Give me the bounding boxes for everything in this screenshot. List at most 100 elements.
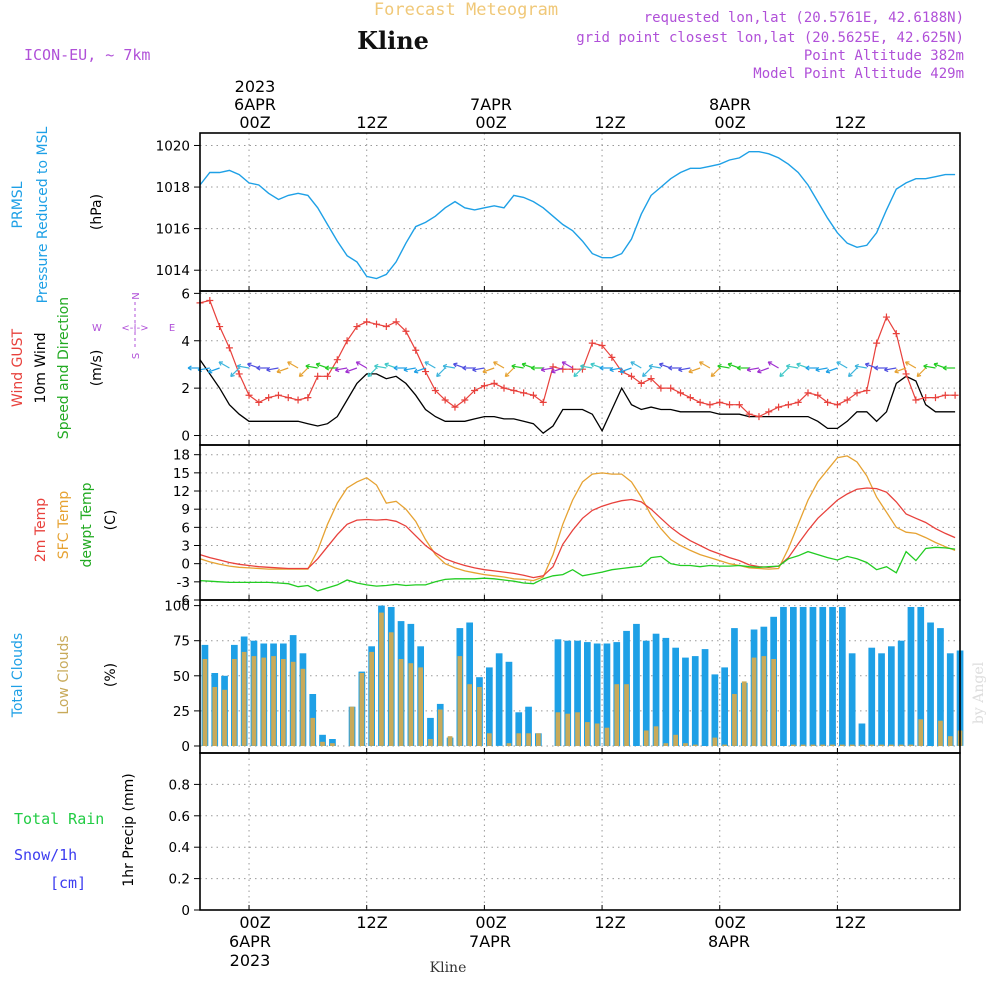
low-cloud-bar [222, 689, 227, 746]
wind-direction-arrow [620, 367, 632, 373]
wind-arrow-head [609, 367, 614, 373]
bottom-hour-label: 12Z [594, 913, 625, 932]
low-cloud-bar [879, 744, 884, 746]
y-tick-label: 75 [173, 634, 190, 650]
wind-direction-arrow [472, 367, 485, 371]
low-cloud-bar [359, 673, 365, 746]
low-cloud-bar [212, 687, 218, 746]
wind-arrow-head [551, 368, 556, 374]
low-cloud-bar [232, 659, 237, 746]
wind-direction-arrow [424, 361, 436, 369]
wind-direction-arrow [854, 365, 867, 369]
wind-arrow-head [894, 368, 899, 374]
wind-arrow-head [874, 365, 879, 371]
wind-arrow-head [413, 368, 419, 374]
y-tick-label: 3 [181, 539, 190, 555]
wind-arrow-head [884, 367, 889, 373]
gust-marker [304, 394, 312, 402]
low-cloud-bar [712, 737, 718, 746]
low-cloud-bar [741, 681, 747, 746]
temp2m-label: 2m Temp [33, 498, 49, 562]
top-hour-label: 00Z [714, 113, 745, 132]
gust-marker [686, 394, 694, 402]
gust-marker [471, 387, 479, 395]
total-cloud-bar [888, 646, 895, 746]
wind-arrow-head [688, 368, 693, 374]
gust-marker [765, 408, 773, 416]
y-tick-label: 25 [173, 704, 190, 720]
low-cloud-bar [908, 744, 914, 746]
compass-n: N [131, 292, 142, 299]
wind-direction-arrow [678, 367, 691, 371]
low-cloud-bar [849, 744, 855, 746]
wind-direction-label: Speed and Direction [56, 297, 72, 439]
low-cloud-bar [281, 659, 286, 746]
gust-marker [520, 389, 528, 397]
wind-arrow-head [847, 372, 853, 378]
total-cloud-bar [593, 643, 601, 746]
total-cloud-bar [319, 734, 326, 746]
wind-arrow-head [482, 368, 487, 374]
pressure-line [199, 150, 956, 280]
y-tick-label: 0 [181, 429, 190, 445]
total-cloud-bar [652, 633, 660, 746]
wind-direction-arrow [561, 361, 573, 369]
gust-marker [892, 330, 900, 338]
low-cloud-bar [428, 739, 433, 746]
wind-direction-arrow [356, 361, 368, 369]
y-tick-label: 9 [181, 502, 190, 518]
low-cloud-bar [477, 687, 482, 746]
wind-direction-arrow [493, 361, 505, 369]
total-cloud-bar [907, 607, 915, 746]
wind-direction-arrow [511, 365, 524, 369]
footer-location: Kline [430, 960, 467, 976]
low-cloud-bar [683, 743, 688, 746]
gust-marker [314, 372, 322, 380]
gust-marker [245, 391, 253, 399]
wind-direction-arrow [403, 367, 416, 371]
low-cloud-bar [771, 659, 776, 746]
gust-marker [735, 401, 743, 409]
wind-arrow-head [453, 362, 458, 368]
gust-marker [608, 353, 616, 361]
wind-arrow-head [648, 363, 654, 369]
low-cloud-bar [506, 743, 512, 746]
wind-arrow-head [315, 362, 321, 368]
wind-arrow-head [521, 362, 527, 368]
wind-arrow-head [266, 367, 271, 373]
y-tick-label: 1018 [156, 180, 190, 196]
low-cloud-bar [918, 719, 924, 746]
low-cloud-bar [820, 744, 826, 746]
wind-arrow-head [324, 365, 330, 371]
gust-marker [784, 401, 792, 409]
gust-marker [402, 327, 410, 335]
wind-arrow-head [393, 365, 398, 371]
low-cloud-bar [938, 720, 943, 746]
wind-arrow-head [276, 368, 282, 374]
y-tick-label: 2 [181, 381, 190, 397]
location-title: Kline [357, 26, 429, 55]
wind-arrow-head [923, 363, 928, 369]
wind-arrow-head [424, 361, 429, 366]
gust-marker [726, 401, 734, 409]
total-cloud-bar [564, 640, 572, 746]
top-hour-label: 00Z [475, 113, 506, 132]
wind-direction-arrow [815, 367, 828, 371]
wind-arrow-head [436, 372, 441, 378]
wind-direction-arrow [710, 367, 721, 377]
low-cloud-bar [859, 744, 865, 746]
y-tick-label: 4 [181, 334, 190, 350]
total-cloud-bar [858, 723, 866, 746]
low-cloud-bar [673, 734, 678, 746]
wind-arrow-head [367, 372, 373, 378]
gust-marker [716, 398, 724, 406]
gust-marker [451, 403, 459, 411]
low-cloud-bar [565, 713, 571, 746]
wind-direction-arrow [367, 367, 377, 377]
top-hour-label: 12Z [594, 113, 625, 132]
bottom-hour-label: 12Z [356, 913, 387, 932]
y-axes: 1014 1016 1018 1020 0 2 4 6 -6 -3 0 3 6 9 12 15 18 0 25 50 7… [156, 138, 838, 919]
gust-marker [529, 391, 537, 399]
gust-marker [539, 398, 547, 406]
